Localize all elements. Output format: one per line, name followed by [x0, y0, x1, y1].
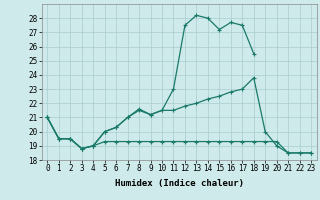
X-axis label: Humidex (Indice chaleur): Humidex (Indice chaleur)	[115, 179, 244, 188]
